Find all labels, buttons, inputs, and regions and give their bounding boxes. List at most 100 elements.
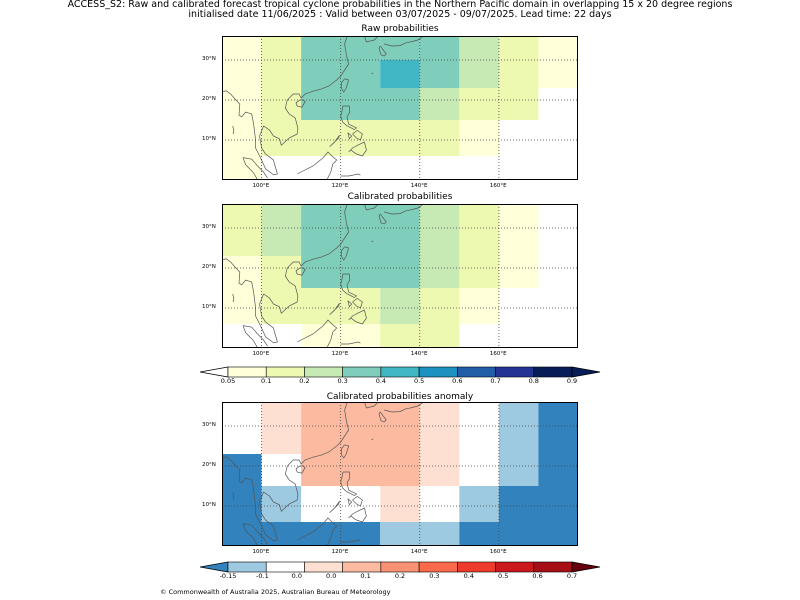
heatmap-cell	[498, 454, 539, 486]
heatmap-cell	[419, 402, 460, 454]
colorbar-tick-label: 0.2	[299, 377, 310, 385]
latitude-label: 30°N	[202, 422, 216, 428]
heatmap-cell	[222, 156, 262, 180]
latitude-label: 20°N	[202, 96, 216, 102]
colorbar-tick-label: 0.5	[498, 572, 509, 580]
heatmap-cell	[301, 120, 460, 156]
copyright-notice: © Commonwealth of Australia 2025, Austra…	[160, 588, 391, 596]
coastline	[232, 491, 235, 501]
raw-probabilities-map: 100°E 120°E 140°E 160°E 30°N 20°N 10°N	[202, 36, 578, 189]
heatmap-cell	[222, 88, 262, 120]
heatmap-cell	[538, 36, 578, 88]
heatmap-cell	[222, 522, 381, 546]
heatmap-cell	[459, 454, 499, 486]
coastline	[348, 309, 367, 325]
colorbar-under-extension	[199, 561, 229, 573]
coastline	[297, 319, 338, 348]
longitude-label: 140°E	[410, 351, 428, 357]
coastline	[329, 500, 340, 514]
coastline	[242, 157, 258, 180]
longitude-label: 160°E	[489, 183, 507, 189]
heatmap-cell	[261, 88, 302, 120]
latitude-label: 10°N	[202, 136, 216, 142]
longitude-label: 120°E	[331, 351, 349, 357]
heatmap-cell	[419, 454, 460, 486]
coastline	[341, 444, 350, 459]
coastline	[222, 204, 357, 344]
heatmap-cell	[301, 256, 420, 288]
coastline	[371, 72, 374, 75]
heatmap-cell	[261, 120, 302, 156]
coastline	[242, 523, 268, 545]
colorbar-segment	[342, 366, 382, 378]
colorbar-segment	[495, 366, 535, 378]
figure-title: ACCESS_S2: Raw and calibrated forecast t…	[67, 0, 733, 10]
heatmap-cell	[261, 486, 302, 522]
map-canvas	[222, 204, 578, 348]
heatmap-cell	[222, 486, 262, 522]
colorbar-tick-label: 0.3	[337, 377, 348, 385]
heatmap-cell	[459, 486, 499, 522]
heatmap-cell	[538, 454, 578, 486]
colorbar-tick-label: 0.05	[220, 377, 236, 385]
map-frame	[222, 36, 578, 180]
latitude-label: 10°N	[202, 304, 216, 310]
colorbar-segment	[342, 561, 382, 573]
heatmap-cell	[459, 120, 499, 156]
colorbar-tick-label: -0.15	[219, 572, 237, 580]
colorbar-tick-label: 0.0	[326, 572, 337, 580]
calibrated-probabilities-map: 100°E 120°E 140°E 160°E 30°N 20°N 10°N	[202, 204, 578, 357]
probability-colorbar: 0.05 0.1 0.2 0.3 0.4 0.5 0.6 0.7 0.8 0.9	[199, 363, 601, 393]
coastline	[352, 129, 363, 141]
coastline	[371, 438, 374, 441]
coastline	[242, 325, 268, 347]
heatmap-cell	[222, 454, 262, 486]
map-canvas	[222, 36, 578, 180]
heatmap-cell	[261, 256, 302, 288]
coastline	[222, 36, 357, 176]
colorbar-segment	[265, 366, 305, 378]
colorbar-segment	[457, 366, 496, 378]
coastline	[297, 517, 338, 546]
latitude-label: 20°N	[202, 462, 216, 468]
coastline	[329, 302, 340, 316]
coastline	[384, 36, 424, 47]
heatmap-cell	[261, 288, 302, 324]
heatmap-cell	[222, 204, 262, 256]
coastline	[232, 125, 235, 135]
coastline	[352, 297, 363, 309]
heatmap-cell	[222, 36, 262, 88]
colorbar-segment	[227, 561, 267, 573]
longitude-label: 100°E	[252, 351, 270, 357]
longitude-label: 100°E	[252, 549, 270, 555]
heatmap-cell	[498, 486, 578, 522]
heatmap-cell	[301, 204, 420, 256]
colorbar-tick-label: 0.7	[490, 377, 501, 385]
coastline	[352, 495, 363, 507]
calibrated-panel-title: Calibrated probabilities	[347, 192, 453, 202]
heatmap-cell	[222, 288, 262, 324]
colorbar-tick-label: 0.2	[394, 572, 406, 580]
coastline	[329, 134, 340, 148]
anomaly-colorbar: -0.15 -0.1 0.0 0.0 0.1 0.2 0.3 0.4 0.5 0.6 0.7	[199, 558, 601, 588]
coastline	[222, 402, 357, 542]
colorbar-tick-label: 0.5	[413, 377, 425, 385]
colorbar-segment	[533, 561, 573, 573]
coastline	[348, 141, 367, 157]
heatmap-cell	[498, 402, 539, 454]
heatmap-cell	[380, 36, 420, 60]
map-frame	[222, 402, 578, 546]
heatmap-cell	[419, 486, 460, 522]
heatmap-cell	[261, 204, 302, 256]
heatmap-cell	[419, 36, 460, 88]
coastline	[371, 240, 374, 243]
coastline	[297, 151, 338, 180]
colorbar-tick-label: 0.4	[463, 572, 474, 580]
coastline	[364, 36, 379, 43]
heatmap-cell	[261, 402, 302, 454]
heatmap-cell	[459, 288, 499, 324]
longitude-label: 100°E	[252, 183, 270, 189]
longitude-label: 120°E	[331, 183, 349, 189]
coastline	[242, 325, 258, 348]
colorbar-segment	[418, 366, 458, 378]
